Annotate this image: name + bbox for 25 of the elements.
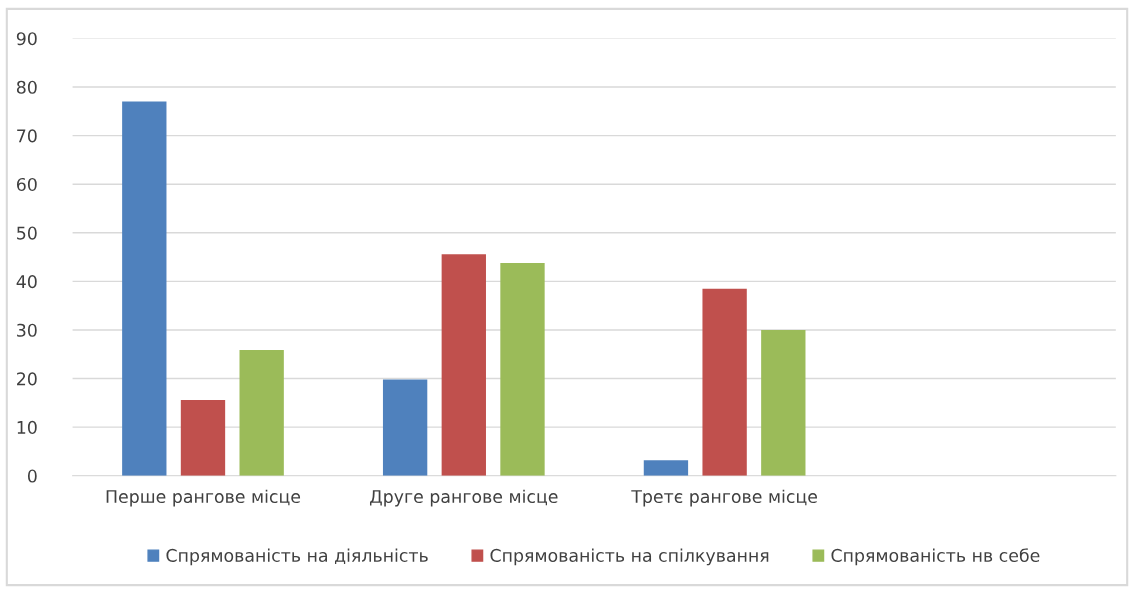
bar [122,101,167,476]
bar [180,399,226,476]
bar [643,460,689,476]
legend-label: Спрямованість на діяльність [166,548,428,566]
y-tick-label: 10 [17,420,37,434]
y-tick-label: 80 [16,80,37,94]
bar [441,254,486,476]
x-tick-label: Друге рангове місце [369,489,558,507]
bar [761,329,806,476]
bar [702,288,747,476]
bar [239,349,284,476]
y-tick-label: 40 [16,275,37,289]
legend-label: Спрямованість на спілкування [490,548,769,566]
legend-label: Спрямованість нв себе [831,548,1040,566]
x-tick-label: Перше рангове місце [106,489,301,507]
y-tick-label: 30 [17,323,37,337]
y-tick-label: 0 [27,469,37,483]
y-tick-label: 70 [17,129,37,143]
bar [382,379,428,476]
x-tick-label: Третє рангове місце [631,489,818,507]
y-tick-label: 90 [16,32,37,46]
y-tick-label: 20 [17,372,37,386]
y-tick-label: 60 [16,177,37,192]
bar [500,262,545,476]
y-tick-label: 50 [17,226,37,240]
